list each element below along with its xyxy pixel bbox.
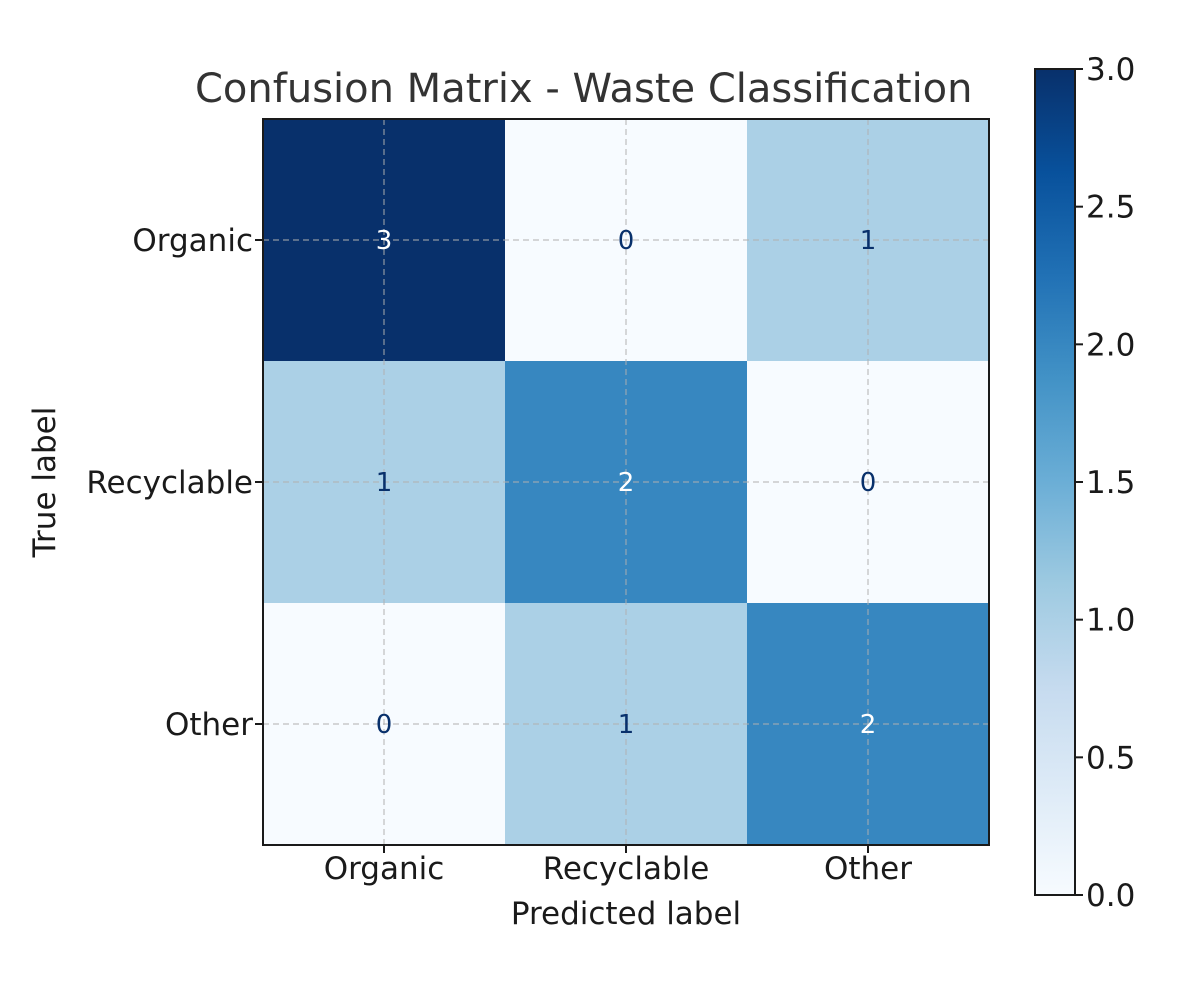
x-axis-ticks: Organic Recyclable Other	[324, 845, 912, 887]
cell-value-r2-c2: 2	[860, 710, 877, 740]
colorbar-tick-label-1: 0.5	[1086, 740, 1135, 776]
cell-value-r0-c1: 0	[618, 226, 635, 256]
colorbar-tick-label-2: 1.0	[1086, 603, 1135, 639]
cell-value-r1-c2: 0	[860, 468, 877, 498]
colorbar	[1034, 68, 1076, 896]
colorbar-ticks: 0.0 0.5 1.0 1.5 2.0 2.5 3.0	[1075, 52, 1135, 914]
y-tick-label-1: Recyclable	[86, 465, 253, 501]
colorbar-tick-label-4: 2.0	[1086, 327, 1135, 363]
x-axis-label: Predicted label	[511, 896, 741, 932]
chart-title: Confusion Matrix - Waste Classification	[195, 66, 973, 112]
cell-value-r1-c1: 2	[618, 468, 635, 498]
y-axis-ticks: Organic Recyclable Other	[86, 223, 263, 743]
x-tick-label-1: Recyclable	[543, 851, 710, 887]
cell-value-r1-c0: 1	[376, 468, 393, 498]
colorbar-tick-label-6: 3.0	[1086, 52, 1135, 88]
y-tick-label-2: Other	[165, 707, 253, 743]
y-axis-label: True label	[27, 407, 63, 559]
colorbar-tick-label-3: 1.5	[1086, 465, 1135, 501]
x-tick-label-2: Other	[824, 851, 912, 887]
cell-value-r2-c0: 0	[376, 710, 393, 740]
cell-value-r2-c1: 1	[618, 710, 635, 740]
cell-value-r0-c2: 1	[860, 226, 877, 256]
x-tick-label-0: Organic	[324, 851, 445, 887]
colorbar-tick-label-5: 2.5	[1086, 190, 1135, 226]
colorbar-tick-label-0: 0.0	[1086, 878, 1135, 914]
y-tick-label-0: Organic	[132, 223, 253, 259]
cell-value-labels: 3 0 1 1 2 0 0 1 2	[376, 226, 877, 740]
grid-lines	[263, 119, 989, 845]
cell-value-r0-c0: 3	[376, 226, 393, 256]
